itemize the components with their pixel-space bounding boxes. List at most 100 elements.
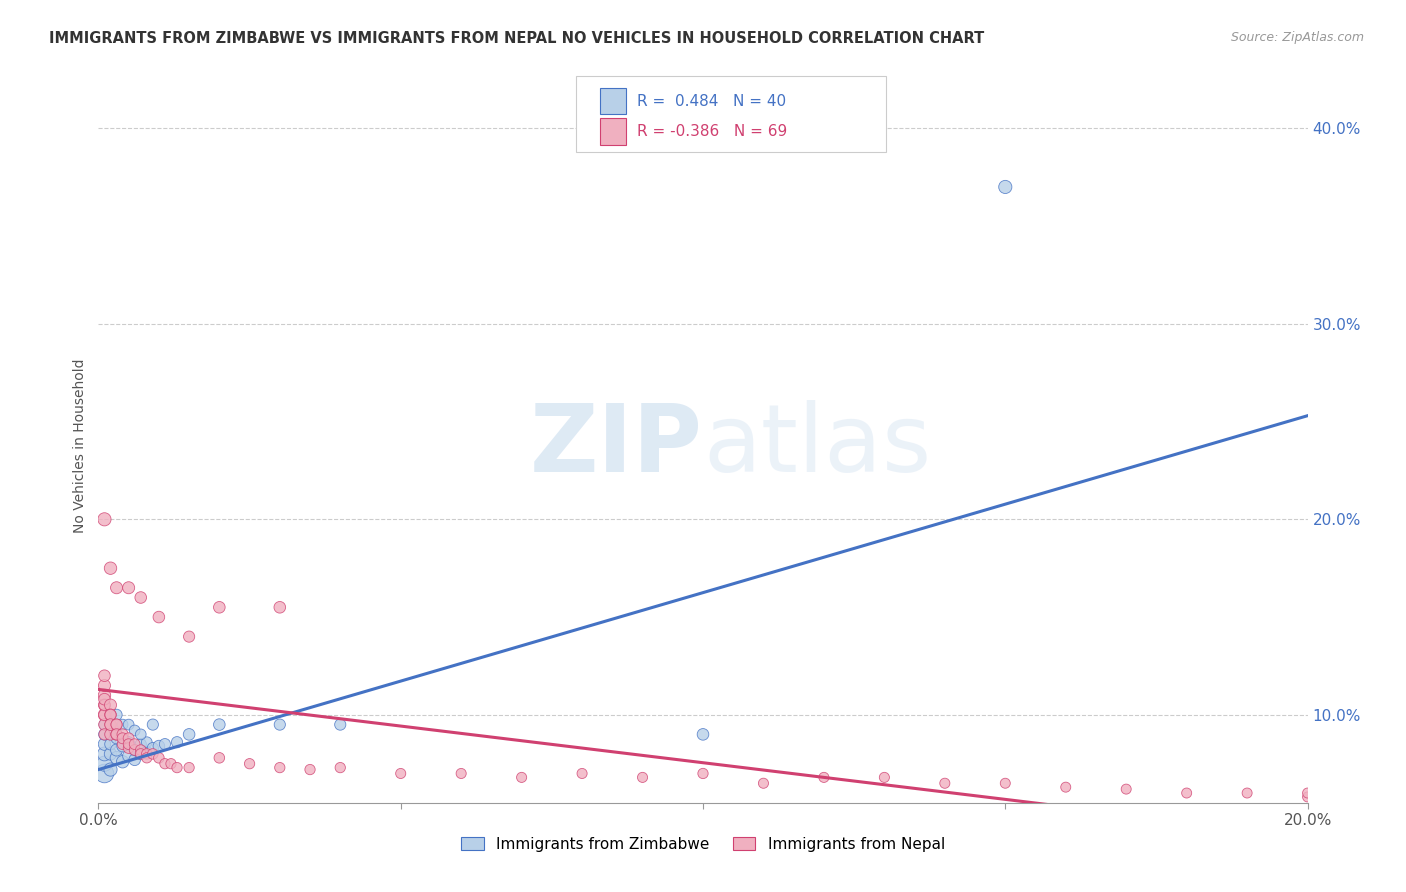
Text: R =  0.484   N = 40: R = 0.484 N = 40 — [637, 94, 786, 109]
Point — [105, 581, 128, 595]
Point — [813, 771, 835, 785]
Point — [142, 717, 165, 731]
Point — [100, 698, 122, 712]
Point — [179, 630, 201, 644]
Text: Source: ZipAtlas.com: Source: ZipAtlas.com — [1230, 31, 1364, 45]
Point — [100, 707, 122, 722]
Point — [153, 737, 176, 751]
Point — [118, 737, 141, 751]
Point — [93, 698, 115, 712]
Point — [111, 739, 134, 753]
Text: ZIP: ZIP — [530, 400, 703, 492]
Point — [93, 727, 115, 741]
Point — [299, 763, 322, 777]
Point — [118, 748, 141, 763]
Point — [100, 717, 122, 731]
Point — [100, 561, 122, 575]
Point — [93, 692, 115, 706]
Point — [389, 766, 412, 780]
Point — [124, 723, 146, 738]
Point — [129, 743, 152, 757]
Point — [93, 669, 115, 683]
Point — [129, 727, 152, 741]
Point — [105, 751, 128, 765]
Point — [118, 735, 141, 749]
Point — [118, 731, 141, 746]
Point — [208, 600, 231, 615]
Point — [124, 743, 146, 757]
Point — [105, 731, 128, 746]
Point — [1054, 780, 1077, 794]
Point — [93, 678, 115, 692]
Point — [269, 717, 291, 731]
Point — [153, 756, 176, 771]
Point — [994, 180, 1017, 194]
Point — [129, 747, 152, 761]
Point — [93, 698, 115, 712]
Point — [692, 766, 714, 780]
Point — [93, 717, 115, 731]
Point — [105, 727, 128, 741]
Text: R = -0.386   N = 69: R = -0.386 N = 69 — [637, 124, 787, 138]
Point — [129, 591, 152, 605]
Point — [100, 717, 122, 731]
Point — [269, 761, 291, 775]
Point — [124, 753, 146, 767]
Point — [118, 581, 141, 595]
Point — [129, 737, 152, 751]
Point — [100, 717, 122, 731]
Point — [1175, 786, 1198, 800]
Point — [124, 737, 146, 751]
Point — [510, 771, 533, 785]
Point — [166, 735, 188, 749]
Point — [111, 727, 134, 741]
Point — [148, 610, 170, 624]
Point — [239, 756, 262, 771]
Point — [100, 763, 122, 777]
Point — [93, 707, 115, 722]
Point — [105, 717, 128, 731]
Point — [148, 751, 170, 765]
Point — [129, 747, 152, 761]
Point — [105, 717, 128, 731]
Point — [994, 776, 1017, 790]
Point — [135, 745, 157, 759]
Point — [93, 707, 115, 722]
Point — [118, 717, 141, 731]
Point — [105, 743, 128, 757]
Point — [135, 747, 157, 761]
Point — [1296, 789, 1319, 804]
Point — [93, 756, 115, 771]
Point — [100, 737, 122, 751]
Point — [450, 766, 472, 780]
Point — [100, 747, 122, 761]
Point — [692, 727, 714, 741]
Point — [752, 776, 775, 790]
Point — [93, 512, 115, 526]
Point — [93, 747, 115, 761]
Point — [269, 600, 291, 615]
Point — [93, 727, 115, 741]
Point — [111, 731, 134, 746]
Point — [873, 771, 896, 785]
Point — [571, 766, 593, 780]
Point — [105, 727, 128, 741]
Text: atlas: atlas — [703, 400, 931, 492]
Point — [111, 755, 134, 769]
Point — [135, 751, 157, 765]
Point — [124, 743, 146, 757]
Point — [93, 688, 115, 702]
Point — [208, 751, 231, 765]
Legend: Immigrants from Zimbabwe, Immigrants from Nepal: Immigrants from Zimbabwe, Immigrants fro… — [454, 829, 952, 859]
Point — [93, 737, 115, 751]
Point — [135, 735, 157, 749]
Point — [934, 776, 956, 790]
Point — [93, 766, 115, 780]
Point — [166, 761, 188, 775]
Point — [142, 747, 165, 761]
Point — [179, 727, 201, 741]
Point — [100, 727, 122, 741]
Point — [329, 761, 352, 775]
Point — [179, 761, 201, 775]
Point — [148, 739, 170, 753]
